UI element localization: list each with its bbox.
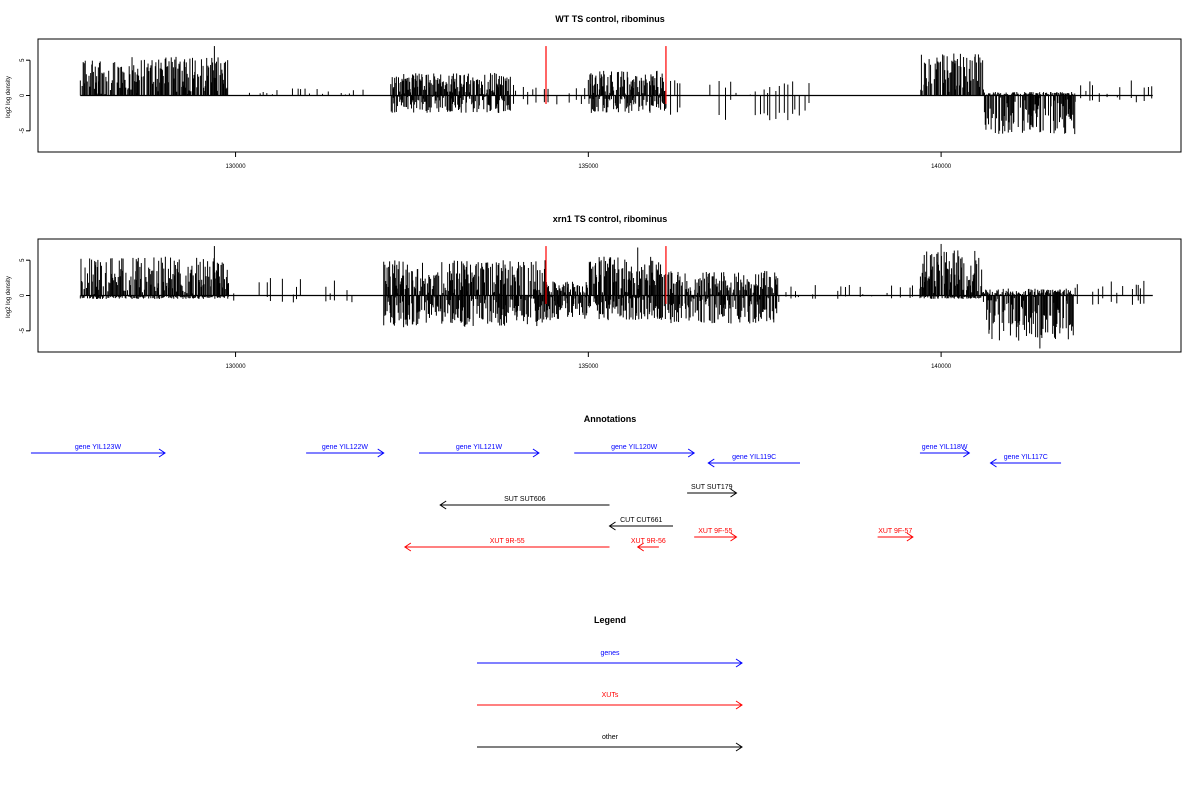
annotation-label: gene YIL117C bbox=[1004, 454, 1048, 461]
annotation-label: gene YIL118W bbox=[922, 444, 968, 451]
legend-label: other bbox=[602, 734, 619, 741]
arrow-head bbox=[906, 532, 914, 542]
annotation-label: gene YIL120W bbox=[611, 444, 658, 451]
x-tick-label: 135000 bbox=[578, 364, 599, 370]
arrow-head bbox=[707, 458, 715, 468]
annotation-feature: XUT 9F-57 bbox=[877, 528, 914, 542]
y-axis-label: log2 log density bbox=[6, 76, 12, 118]
annotation-feature: gene YIL120W bbox=[574, 444, 696, 458]
annotation-label: XUT 9R-56 bbox=[631, 538, 666, 545]
annotation-label: XUT 9R-55 bbox=[490, 538, 525, 545]
annotation-label: SUT SUT606 bbox=[504, 496, 546, 503]
track-panel-wt: WT TS control, ribominus log2 log densit… bbox=[6, 14, 1182, 170]
annotation-feature: SUT SUT179 bbox=[687, 484, 738, 498]
panel-title: WT TS control, ribominus bbox=[555, 14, 665, 24]
annotation-label: gene YIL123W bbox=[75, 444, 122, 451]
annotations-panel: Annotations gene YIL123W gene YIL122W gene… bbox=[30, 414, 1062, 552]
arrow-head bbox=[735, 742, 743, 752]
annotation-label: XUT 9F-57 bbox=[878, 528, 912, 535]
annotation-feature: gene YIL119C bbox=[707, 454, 800, 468]
y-tick-label: 5 bbox=[20, 258, 26, 262]
annotation-feature: SUT SUT606 bbox=[439, 496, 610, 510]
annotation-feature: XUT 9R-55 bbox=[403, 538, 610, 552]
arrow-head bbox=[608, 521, 616, 531]
annotation-label: gene YIL121W bbox=[456, 444, 503, 451]
annotation-label: CUT CUT661 bbox=[620, 517, 662, 524]
annotation-label: SUT SUT179 bbox=[691, 484, 733, 491]
annotation-feature: gene YIL118W bbox=[919, 444, 971, 458]
coverage-bars bbox=[79, 46, 1153, 135]
plot-frame bbox=[37, 38, 1182, 153]
x-tick-label: 140000 bbox=[931, 364, 952, 370]
plot-frame bbox=[37, 238, 1182, 353]
legend-item: genes bbox=[477, 650, 743, 668]
legend-label: XUTs bbox=[602, 692, 619, 699]
legend-label: genes bbox=[600, 650, 620, 657]
arrow-head bbox=[730, 488, 738, 498]
annotation-feature: gene YIL117C bbox=[989, 454, 1062, 468]
arrow-head bbox=[158, 448, 166, 458]
legend-title: Legend bbox=[594, 615, 626, 625]
position-markers bbox=[545, 246, 667, 304]
arrow-head bbox=[730, 532, 738, 542]
arrow-head bbox=[963, 448, 971, 458]
legend: Legend genes XUTs other bbox=[477, 615, 743, 752]
y-tick-label: -5 bbox=[20, 127, 26, 133]
annotation-label: gene YIL122W bbox=[322, 444, 369, 451]
arrow-head bbox=[735, 658, 743, 668]
arrow-head bbox=[687, 448, 696, 458]
annotation-feature: gene YIL123W bbox=[30, 444, 166, 458]
position-markers bbox=[545, 46, 667, 104]
annotation-features: gene YIL123W gene YIL122W gene YIL121W gene… bbox=[30, 444, 1062, 552]
annotation-feature: gene YIL122W bbox=[306, 444, 385, 458]
track-panel-xrn1: xrn1 TS control, ribominus log2 log dens… bbox=[6, 214, 1182, 370]
annotation-feature: XUT 9F-55 bbox=[694, 528, 738, 542]
annotations-title: Annotations bbox=[584, 414, 637, 424]
y-tick-label: 0 bbox=[20, 93, 26, 97]
y-tick-label: -5 bbox=[20, 327, 26, 333]
arrow-head bbox=[989, 458, 997, 468]
annotation-feature: gene YIL121W bbox=[419, 444, 540, 458]
arrow-head bbox=[377, 448, 385, 458]
y-axis-label: log2 log density bbox=[6, 276, 12, 318]
axes: 130000 135000 140000 -5 0 5 bbox=[20, 58, 952, 170]
x-tick-label: 135000 bbox=[578, 164, 599, 170]
arrow-head bbox=[532, 448, 540, 458]
annotation-label: XUT 9F-55 bbox=[698, 528, 732, 535]
coverage-bars bbox=[79, 243, 1153, 349]
x-tick-label: 130000 bbox=[226, 364, 247, 370]
arrow-head bbox=[439, 500, 447, 510]
panel-title: xrn1 TS control, ribominus bbox=[553, 214, 668, 224]
annotation-label: gene YIL119C bbox=[732, 454, 776, 461]
x-tick-label: 130000 bbox=[226, 164, 247, 170]
arrow-head bbox=[636, 542, 644, 552]
y-tick-label: 0 bbox=[20, 293, 26, 297]
y-tick-label: 5 bbox=[20, 58, 26, 62]
legend-items: genes XUTs other bbox=[477, 650, 743, 752]
arrow-head bbox=[403, 542, 412, 552]
annotation-feature: XUT 9R-56 bbox=[631, 538, 666, 552]
annotation-feature: CUT CUT661 bbox=[608, 517, 673, 531]
legend-item: other bbox=[477, 734, 743, 752]
arrow-head bbox=[735, 700, 743, 710]
legend-item: XUTs bbox=[477, 692, 743, 710]
axes: 130000 135000 140000 -5 0 5 bbox=[20, 258, 952, 370]
x-tick-label: 140000 bbox=[931, 164, 952, 170]
